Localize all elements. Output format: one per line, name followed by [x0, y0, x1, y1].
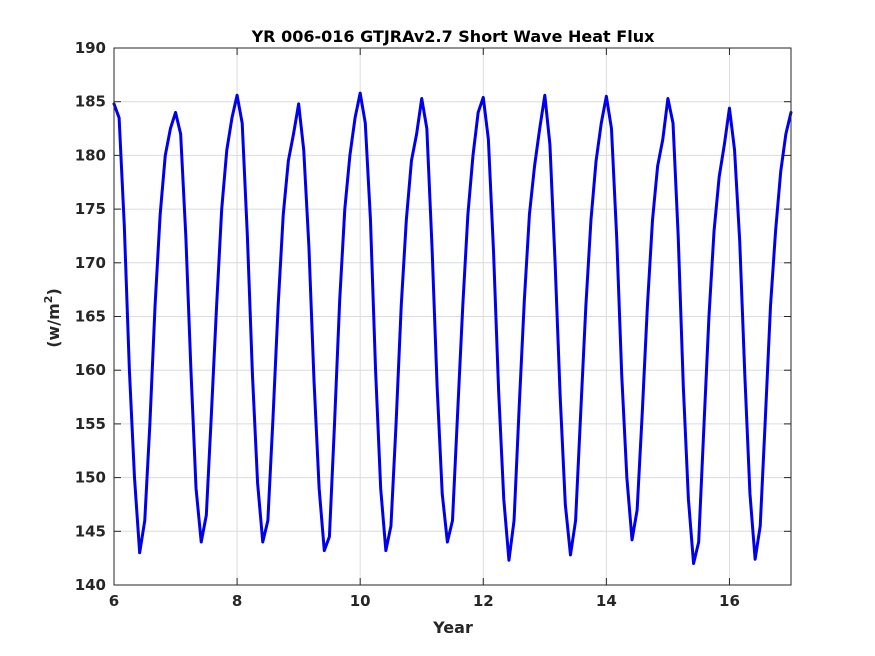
y-tick-label: 170: [75, 254, 106, 272]
x-tick-label: 16: [719, 592, 740, 610]
y-axis-title-sup: 2: [42, 296, 55, 304]
y-tick-label: 145: [75, 522, 106, 540]
y-tick-label: 175: [75, 200, 106, 218]
x-tick-label: 6: [109, 592, 119, 610]
y-tick-label: 155: [75, 415, 106, 433]
chart-title: YR 006-016 GTJRAv2.7 Short Wave Heat Flu…: [251, 27, 655, 46]
y-tick-marks: [114, 47, 791, 586]
x-tick-marks: [113, 48, 730, 585]
y-tick-label: 150: [75, 469, 106, 487]
y-axis-title-end: ): [44, 288, 63, 295]
y-tick-label: 140: [75, 576, 106, 594]
x-tick-label: 12: [473, 592, 494, 610]
y-tick-label: 180: [75, 146, 106, 164]
x-tick-label: 8: [232, 592, 242, 610]
y-tick-label: 185: [75, 93, 106, 111]
x-tick-label: 10: [350, 592, 371, 610]
y-tick-label: 160: [75, 361, 106, 379]
x-tick-label: 14: [596, 592, 617, 610]
y-tick-label: 165: [75, 308, 106, 326]
series-layer: [112, 91, 793, 566]
y-tick-labels: 140 145 150 155 160 165 170 175 180 185 190: [75, 39, 106, 594]
series-line-0: [112, 91, 793, 566]
y-axis-title-main: (w/m: [44, 303, 63, 348]
y-tick-label: 190: [75, 39, 106, 57]
x-axis-title: Year: [432, 618, 473, 637]
y-axis-title: (w/m2): [42, 288, 63, 348]
x-tick-labels: 6 8 10 12 14 16: [109, 592, 740, 610]
